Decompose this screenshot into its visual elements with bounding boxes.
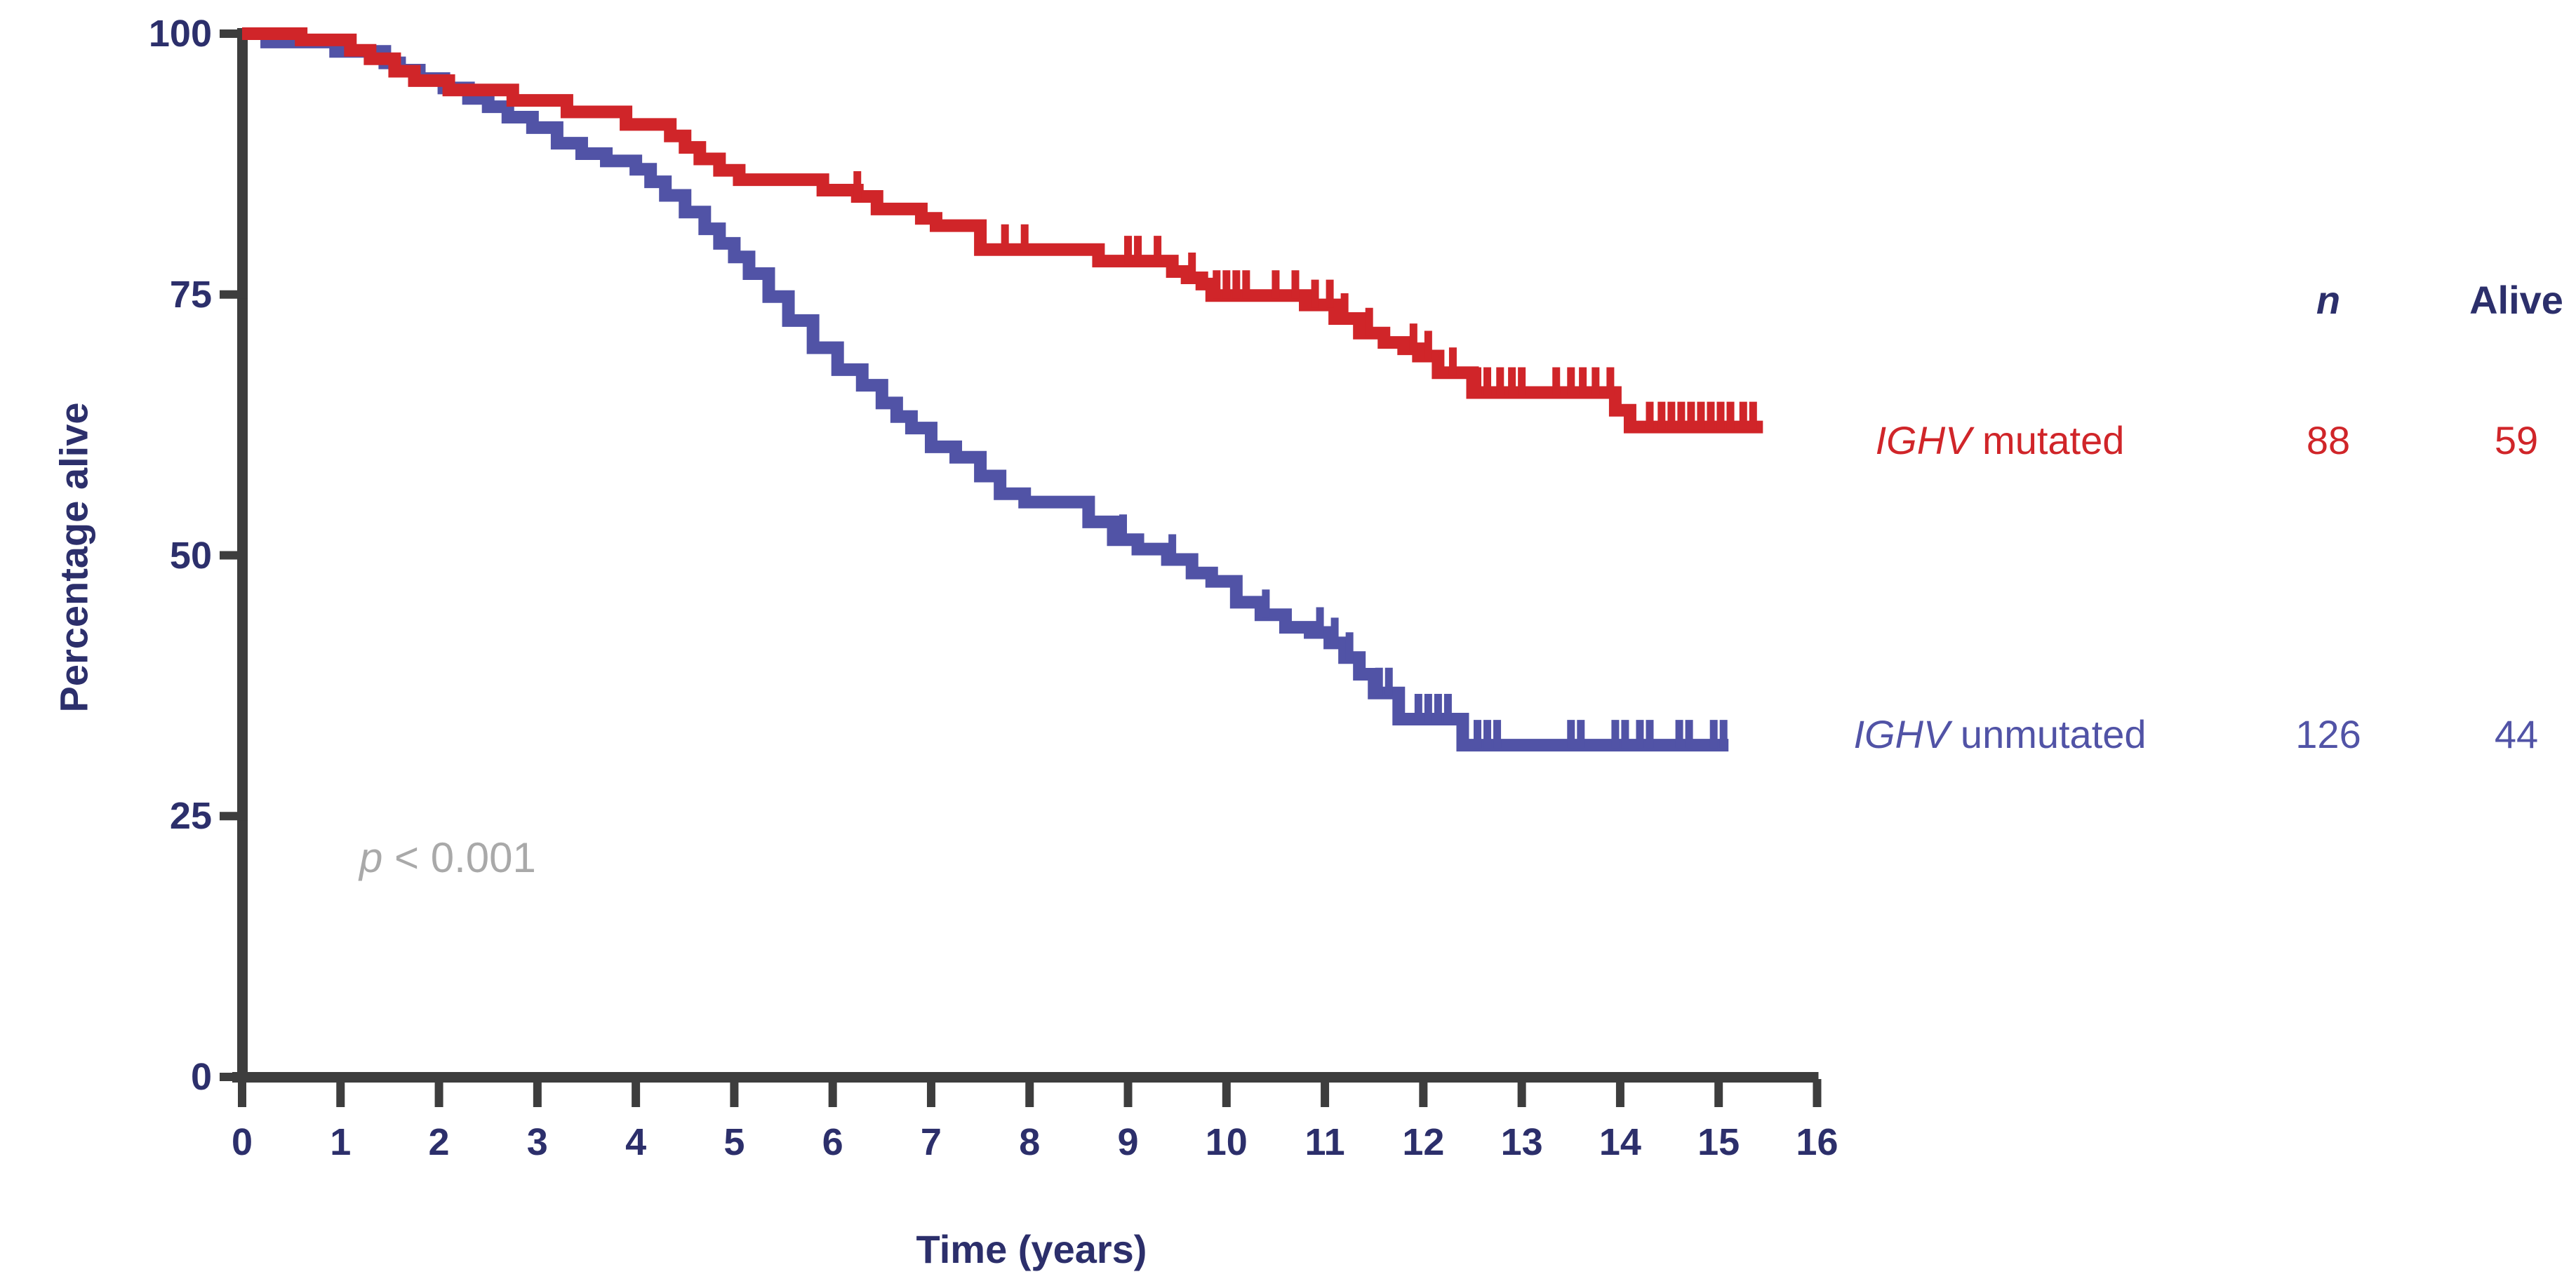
x-axis-tick — [1615, 1079, 1624, 1107]
x-tick-label-14: 14 — [1599, 1121, 1641, 1163]
x-tick-label-13: 13 — [1500, 1121, 1543, 1163]
legend-gene-symbol: IGHV — [1853, 712, 1950, 756]
x-axis-tick — [1222, 1079, 1231, 1107]
x-tick-label-5: 5 — [723, 1121, 745, 1163]
legend-gene-symbol: IGHV — [1875, 418, 1972, 462]
legend-label-unmutated: IGHV unmutated — [1786, 711, 2214, 758]
x-axis-tick — [1321, 1079, 1330, 1107]
x-axis-tick — [1714, 1079, 1723, 1107]
x-axis-tick — [1813, 1079, 1822, 1107]
y-tick-label-75: 75 — [169, 273, 212, 316]
y-axis-tick — [220, 551, 248, 560]
x-axis-tick — [1517, 1079, 1526, 1107]
x-tick-label-11: 11 — [1304, 1121, 1345, 1163]
x-tick-label-16: 16 — [1796, 1121, 1838, 1163]
x-tick-label-0: 0 — [231, 1121, 253, 1163]
x-tick-label-6: 6 — [822, 1121, 843, 1163]
x-axis-tick — [828, 1079, 837, 1107]
x-tick-label-15: 15 — [1697, 1121, 1740, 1163]
legend-label-mutated: IGHV mutated — [1786, 417, 2214, 464]
p-value-annotation: p < 0.001 — [359, 833, 536, 882]
legend-header-alive: Alive — [2469, 278, 2563, 322]
legend-label-suffix: unmutated — [1949, 712, 2147, 756]
y-axis-tick — [220, 290, 248, 299]
x-axis-tick — [632, 1079, 641, 1107]
y-tick-label-100: 100 — [148, 13, 212, 55]
x-axis-tick — [730, 1079, 739, 1107]
y-axis-tick — [220, 812, 248, 821]
x-axis-tick — [1419, 1079, 1428, 1107]
x-axis-tick — [1025, 1079, 1034, 1107]
y-tick-label-50: 50 — [169, 534, 212, 577]
x-tick-label-10: 10 — [1205, 1121, 1248, 1163]
x-tick-label-3: 3 — [526, 1121, 548, 1163]
x-axis-tick — [434, 1079, 443, 1107]
legend-alive-value: 44 — [2494, 712, 2539, 756]
x-tick-label-8: 8 — [1019, 1121, 1041, 1163]
x-axis-tick — [533, 1079, 542, 1107]
legend-n-value: 126 — [2295, 712, 2361, 756]
x-axis-tick — [238, 1079, 246, 1107]
x-tick-label-9: 9 — [1117, 1121, 1139, 1163]
legend-n-value: 88 — [2306, 418, 2351, 462]
x-axis-tick — [1123, 1079, 1133, 1107]
x-axis-title: Time (years) — [916, 1227, 1147, 1271]
y-tick-label-25: 25 — [169, 795, 212, 838]
x-tick-label-7: 7 — [920, 1121, 942, 1163]
y-axis-tick — [220, 29, 248, 38]
y-tick-label-0: 0 — [190, 1056, 212, 1098]
km-curve-ighv-mutated — [242, 27, 1763, 434]
legend-header-n: n — [2316, 278, 2341, 322]
x-tick-label-12: 12 — [1402, 1121, 1445, 1163]
x-tick-label-4: 4 — [625, 1121, 647, 1163]
x-tick-label-2: 2 — [428, 1121, 450, 1163]
x-axis-tick — [926, 1079, 935, 1107]
x-tick-label-1: 1 — [330, 1121, 352, 1163]
p-value-text: < 0.001 — [382, 834, 536, 881]
p-value-symbol: p — [359, 834, 383, 881]
x-axis-tick — [336, 1079, 345, 1107]
legend-alive-value: 59 — [2494, 418, 2539, 462]
legend-label-suffix: mutated — [1971, 418, 2125, 462]
y-axis-title: Percentage alive — [51, 402, 96, 713]
